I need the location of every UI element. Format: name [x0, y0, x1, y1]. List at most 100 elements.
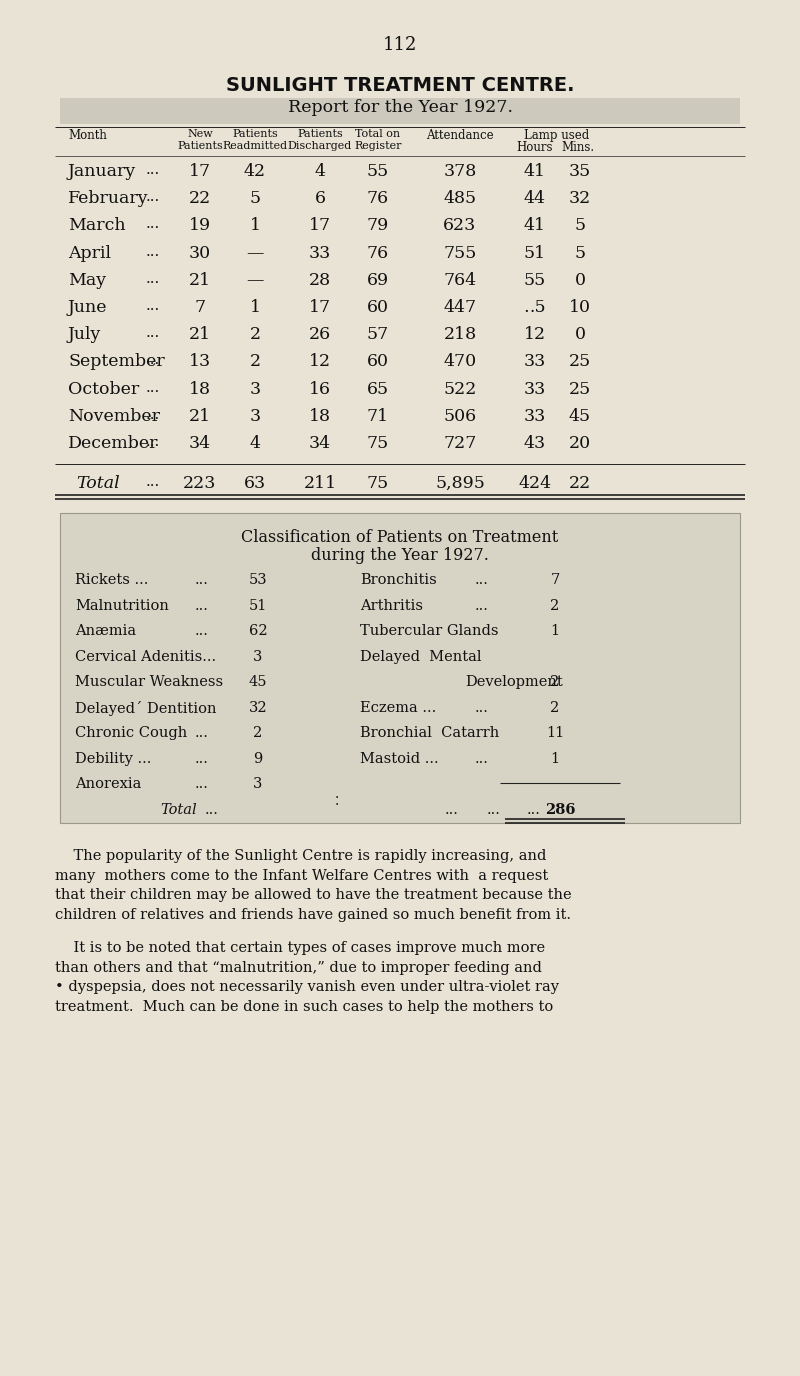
Text: ...: ...: [146, 299, 160, 312]
Text: September: September: [68, 354, 165, 370]
Text: July: July: [68, 326, 102, 343]
Text: 17: 17: [309, 217, 331, 234]
Text: 3: 3: [250, 407, 261, 425]
Text: 34: 34: [309, 435, 331, 451]
Text: 42: 42: [244, 162, 266, 180]
Text: ...: ...: [475, 574, 489, 588]
Text: 22: 22: [189, 190, 211, 208]
Text: It is to be noted that certain types of cases improve much more: It is to be noted that certain types of …: [55, 941, 545, 955]
Text: 755: 755: [443, 245, 477, 261]
Text: 7: 7: [194, 299, 206, 316]
Text: 62: 62: [249, 625, 267, 638]
Text: 2: 2: [550, 700, 560, 714]
Text: Cervical Adenitis...: Cervical Adenitis...: [75, 649, 216, 663]
Text: 447: 447: [443, 299, 477, 316]
Text: 76: 76: [367, 190, 389, 208]
Text: 30: 30: [189, 245, 211, 261]
Text: ...: ...: [475, 751, 489, 765]
Text: 3: 3: [254, 649, 262, 663]
Text: 75: 75: [367, 435, 389, 451]
Text: Report for the Year 1927.: Report for the Year 1927.: [287, 99, 513, 116]
Text: 223: 223: [183, 475, 217, 493]
Text: ...: ...: [195, 599, 209, 612]
Text: treatment.  Much can be done in such cases to help the mothers to: treatment. Much can be done in such case…: [55, 1000, 554, 1014]
Text: ...: ...: [146, 381, 160, 395]
Bar: [60, 98, 740, 124]
Text: 20: 20: [569, 435, 591, 451]
Text: 522: 522: [443, 381, 477, 398]
Text: 1: 1: [550, 625, 559, 638]
Text: Classification of Patients on Treatment: Classification of Patients on Treatment: [242, 530, 558, 546]
Text: 112: 112: [383, 36, 417, 54]
Text: 211: 211: [303, 475, 337, 493]
Text: ...: ...: [195, 727, 209, 740]
Text: 55: 55: [367, 162, 389, 180]
Text: —: —: [246, 272, 264, 289]
Text: Hours: Hours: [517, 140, 554, 154]
Text: 25: 25: [569, 381, 591, 398]
Text: 65: 65: [367, 381, 389, 398]
Text: 1: 1: [250, 217, 261, 234]
Text: 9: 9: [254, 751, 262, 765]
Text: 41: 41: [524, 217, 546, 234]
Text: during the Year 1927.: during the Year 1927.: [311, 548, 489, 564]
Text: 51: 51: [249, 599, 267, 612]
Text: 10: 10: [569, 299, 591, 316]
Text: ...: ...: [146, 435, 160, 449]
Text: 2: 2: [250, 354, 261, 370]
Text: ...: ...: [146, 326, 160, 340]
Text: Total: Total: [76, 475, 120, 493]
Text: ...: ...: [195, 777, 209, 791]
Text: Mins.: Mins.: [562, 140, 594, 154]
Text: Anæmia: Anæmia: [75, 625, 136, 638]
Text: Arthritis: Arthritis: [360, 599, 423, 612]
Text: 53: 53: [249, 574, 267, 588]
Text: ·: ·: [335, 791, 339, 805]
Text: 5: 5: [574, 245, 586, 261]
Text: 7: 7: [550, 574, 560, 588]
Text: ...: ...: [146, 190, 160, 204]
Text: 21: 21: [189, 326, 211, 343]
Text: Patients
Readmitted: Patients Readmitted: [222, 129, 287, 150]
Text: 26: 26: [309, 326, 331, 343]
Text: 25: 25: [569, 354, 591, 370]
Text: 5,895: 5,895: [435, 475, 485, 493]
Text: Rickets ...: Rickets ...: [75, 574, 148, 588]
Text: • dyspepsia, does not necessarily vanish even under ultra-violet ray: • dyspepsia, does not necessarily vanish…: [55, 980, 559, 995]
Text: 13: 13: [189, 354, 211, 370]
Text: Muscular Weakness: Muscular Weakness: [75, 676, 223, 689]
Text: Patients
Discharged: Patients Discharged: [288, 129, 352, 150]
Text: children of relatives and friends have gained so much benefit from it.: children of relatives and friends have g…: [55, 908, 571, 922]
Text: Eczema ...: Eczema ...: [360, 700, 436, 714]
Text: ...: ...: [195, 574, 209, 588]
Text: ...: ...: [475, 599, 489, 612]
Text: ...: ...: [487, 802, 501, 817]
Text: 378: 378: [443, 162, 477, 180]
Text: 5: 5: [250, 190, 261, 208]
Text: 623: 623: [443, 217, 477, 234]
Text: 60: 60: [367, 299, 389, 316]
Text: 3: 3: [250, 381, 261, 398]
Text: 22: 22: [569, 475, 591, 493]
Text: ...: ...: [475, 700, 489, 714]
Text: ...: ...: [195, 625, 209, 638]
Text: Total: Total: [160, 802, 197, 817]
Text: 17: 17: [309, 299, 331, 316]
Text: 34: 34: [189, 435, 211, 451]
Text: 2: 2: [254, 727, 262, 740]
Text: 485: 485: [443, 190, 477, 208]
Text: ...: ...: [445, 802, 459, 817]
Text: 76: 76: [367, 245, 389, 261]
Text: 2: 2: [550, 599, 560, 612]
Text: 16: 16: [309, 381, 331, 398]
Text: March: March: [68, 217, 126, 234]
Text: Development: Development: [465, 676, 562, 689]
Text: ...: ...: [146, 354, 160, 367]
Text: Mastoid ...: Mastoid ...: [360, 751, 438, 765]
Text: ...: ...: [146, 245, 160, 259]
Text: November: November: [68, 407, 160, 425]
Text: 33: 33: [524, 381, 546, 398]
Text: Chronic Cough: Chronic Cough: [75, 727, 187, 740]
Bar: [60, 513, 740, 823]
Text: 218: 218: [443, 326, 477, 343]
